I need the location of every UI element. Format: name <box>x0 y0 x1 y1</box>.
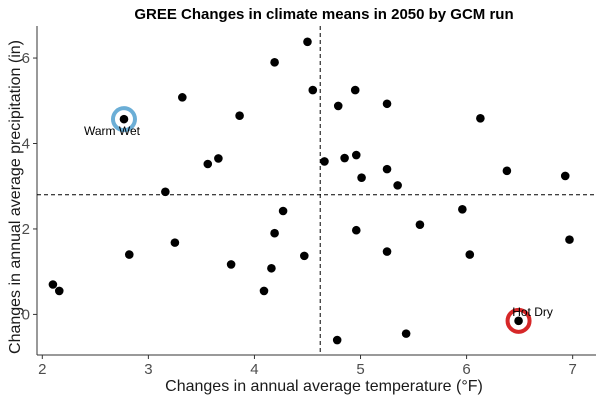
data-point <box>560 171 570 181</box>
data-point <box>320 157 329 166</box>
data-point <box>235 111 244 121</box>
data-point <box>203 159 213 169</box>
data-point <box>48 280 58 289</box>
data-point <box>458 205 467 214</box>
data-point <box>214 154 223 163</box>
data-point <box>514 316 523 326</box>
data-point <box>351 225 361 235</box>
highlight-label: Hot Dry <box>512 305 553 319</box>
data-point <box>226 260 236 269</box>
data-point <box>54 286 64 296</box>
chart-title: GREE Changes in climate means in 2050 by… <box>134 6 513 23</box>
x-tick-label: 4 <box>250 361 258 378</box>
data-point <box>401 329 411 338</box>
highlight-label: Warm Wet <box>84 124 141 138</box>
x-tick-label: 2 <box>38 361 46 378</box>
x-axis-label: Changes in annual average temperature (°… <box>165 378 483 395</box>
data-point <box>382 247 392 256</box>
data-point <box>382 99 392 109</box>
data-point <box>340 153 349 163</box>
y-axis-label: Changes in annual average precipitation … <box>7 40 24 354</box>
x-tick-label: 7 <box>568 361 576 378</box>
data-point <box>565 235 574 244</box>
y-tick-label: 4 <box>22 136 30 153</box>
data-point <box>393 181 402 190</box>
x-tick-label: 3 <box>144 361 152 378</box>
data-point <box>303 37 312 47</box>
data-point <box>170 238 180 247</box>
data-point <box>270 228 279 238</box>
data-point <box>382 164 392 174</box>
data-point <box>415 220 425 229</box>
data-point <box>308 85 318 95</box>
y-tick-label: 2 <box>22 221 30 238</box>
data-point <box>278 206 288 216</box>
data-point <box>350 85 360 95</box>
data-point <box>351 150 361 160</box>
data-point <box>333 101 343 111</box>
highlight-ring <box>110 106 137 133</box>
data-point <box>357 173 366 182</box>
x-tick-label: 6 <box>462 361 470 378</box>
data-point <box>332 335 342 345</box>
data-point <box>178 93 187 102</box>
data-point <box>465 250 475 259</box>
y-tick-label: 0 <box>22 306 30 323</box>
plot-area: 2 3 4 5 6 7 0 2 4 6 Warm Wet Hot Dry <box>22 26 596 378</box>
data-point <box>259 286 269 296</box>
x-tick-label: 5 <box>356 361 364 378</box>
data-point <box>267 263 276 273</box>
y-tick-label: 6 <box>22 50 30 67</box>
data-point <box>502 166 512 176</box>
data-point <box>161 187 170 197</box>
highlight-ring <box>505 307 532 334</box>
data-point <box>119 114 129 124</box>
data-point <box>476 113 485 123</box>
data-point <box>270 58 279 67</box>
data-point <box>300 251 309 261</box>
data-point <box>124 250 134 259</box>
